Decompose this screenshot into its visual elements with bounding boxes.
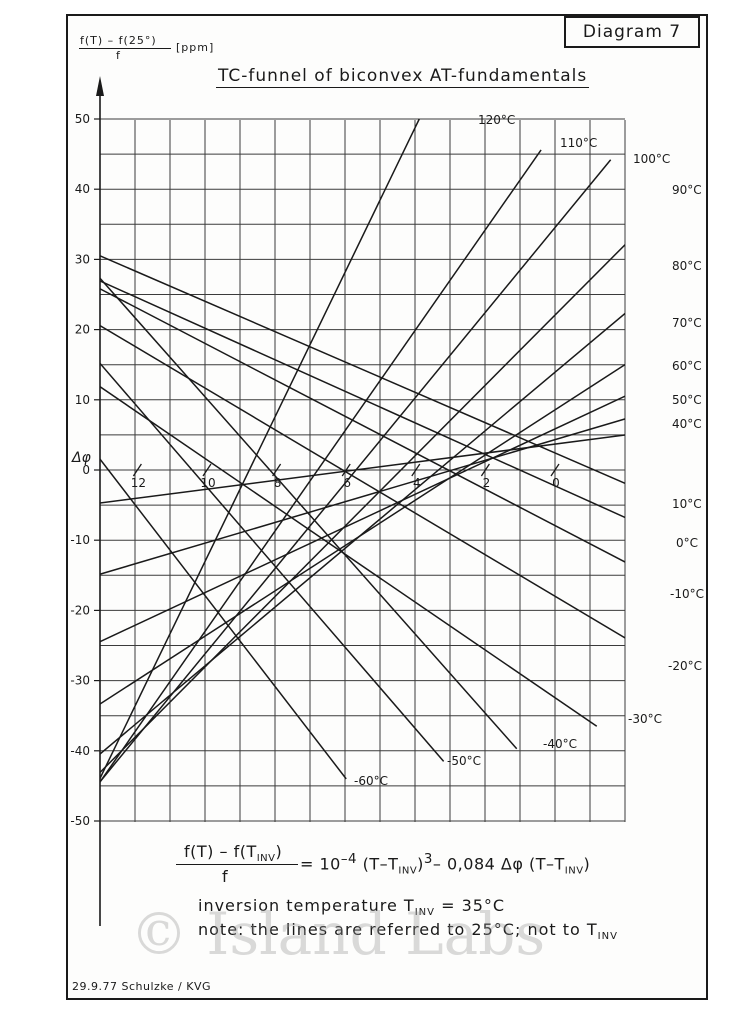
series-line — [100, 280, 625, 519]
y-tick-label: 0 — [82, 463, 90, 477]
series-label: 120°C — [478, 113, 515, 127]
x-tick — [132, 463, 142, 477]
chart-title: TC-funnel of biconvex AT-fundamentals — [216, 66, 590, 88]
x-tick — [202, 463, 212, 477]
x-tick-label: 10 — [200, 476, 215, 490]
series-labels: 120°C110°C100°C90°C80°C70°C60°C50°C40°C1… — [354, 113, 704, 788]
x-tick — [411, 463, 421, 477]
reference-note: note: the lines are referred to 25°C; no… — [198, 920, 618, 943]
x-tick-label: 12 — [131, 476, 146, 490]
series-label: -10°C — [670, 587, 704, 601]
series-label: 110°C — [560, 136, 597, 150]
series-label: -20°C — [668, 659, 702, 673]
x-tick-label: 8 — [274, 476, 282, 490]
series-label: -50°C — [447, 754, 481, 768]
y-tick-label: 40 — [75, 182, 90, 196]
formula-numerator: f(T) – f(TINV) — [184, 842, 283, 865]
series-line — [100, 362, 445, 762]
series-line — [100, 457, 347, 780]
series-line — [100, 363, 625, 705]
y-tick-label: 10 — [75, 393, 90, 407]
x-tick-label: 4 — [413, 476, 421, 490]
x-tick-label: 0 — [552, 476, 560, 490]
series-line — [100, 395, 625, 643]
inversion-temperature-note: inversion temperature TINV = 35°C — [198, 896, 506, 919]
series-line — [100, 324, 625, 639]
series-line — [100, 254, 625, 485]
series-lines — [100, 118, 625, 784]
series-label: 40°C — [672, 417, 702, 431]
series-line — [100, 277, 518, 750]
series-label: 80°C — [672, 259, 702, 273]
series-label: 50°C — [672, 393, 702, 407]
footer-signature: 29.9.77 Schulzke / KVG — [72, 980, 211, 993]
series-line — [100, 385, 598, 727]
y-tick-label: -10 — [70, 533, 90, 547]
y-axis-label-fraction-bar — [79, 48, 171, 49]
series-line — [100, 243, 625, 774]
y-axis-label-numerator: f(T) – f(25°) — [80, 34, 157, 47]
y-axis-arrow — [96, 76, 104, 96]
y-tick-label: -40 — [70, 744, 90, 758]
series-line — [100, 118, 420, 781]
series-label: -30°C — [628, 712, 662, 726]
series-label: 0°C — [676, 536, 698, 550]
series-line — [100, 418, 625, 575]
series-line — [100, 312, 625, 755]
y-axis-label-denominator: f — [116, 49, 120, 62]
x-tick — [341, 463, 351, 477]
series-line — [100, 159, 612, 783]
series-label: 70°C — [672, 316, 702, 330]
y-tick-label: -30 — [70, 674, 90, 688]
series-label: -40°C — [543, 737, 577, 751]
series-label: 100°C — [633, 152, 670, 166]
y-tick-label: -20 — [70, 603, 90, 617]
series-label: -60°C — [354, 774, 388, 788]
formula-denominator: f — [222, 867, 229, 886]
x-tick — [550, 463, 560, 477]
y-tick-label: -50 — [70, 814, 90, 828]
diagram-number: Diagram 7 — [582, 22, 682, 42]
series-label: 90°C — [672, 183, 702, 197]
x-tick-label: 6 — [343, 476, 351, 490]
x-tick-label: 2 — [483, 476, 491, 490]
formula-fraction-bar — [176, 864, 298, 865]
y-tick-label: 30 — [75, 252, 90, 266]
formula-right-side: = 10–4 (T–TINV)3– 0,084 Δφ (T–TINV) — [300, 852, 591, 877]
series-line — [100, 287, 625, 563]
y-tick-label: 20 — [75, 323, 90, 337]
y-tick-label: 50 — [75, 112, 90, 126]
diagram-number-box: Diagram 7 — [564, 16, 700, 48]
phi-axis-label: Δφ — [72, 450, 91, 466]
x-tick — [480, 463, 490, 477]
series-label: 60°C — [672, 359, 702, 373]
grid — [99, 118, 626, 822]
y-axis-label-unit: [ppm] — [176, 41, 215, 54]
series-line — [100, 434, 625, 504]
series-label: 10°C — [672, 497, 702, 511]
